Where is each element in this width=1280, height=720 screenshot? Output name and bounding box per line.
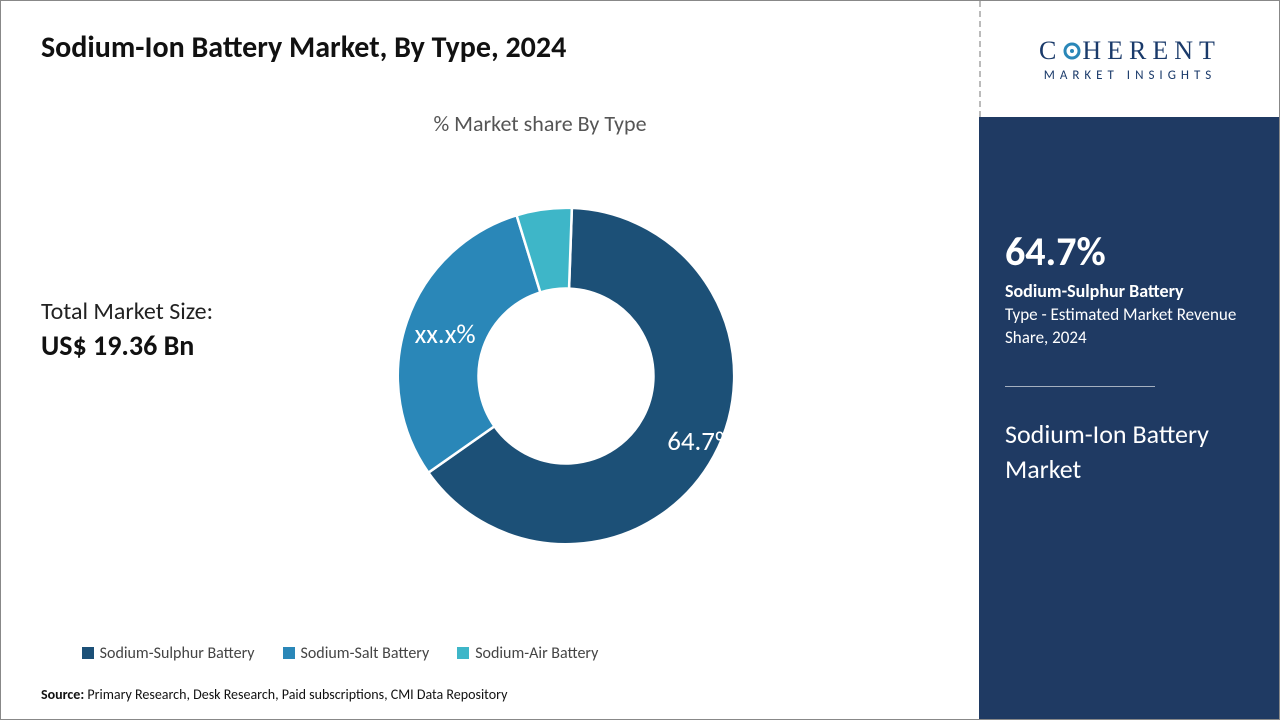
legend-item-2: Sodium-Air Battery — [457, 644, 598, 663]
market-size-value: US$ 19.36 Bn — [41, 328, 213, 363]
legend-swatch — [283, 647, 295, 659]
source-line: Source: Primary Research, Desk Research,… — [41, 686, 507, 703]
page-title: Sodium-Ion Battery Market, By Type, 2024 — [41, 29, 959, 66]
donut-svg: 64.7% xx.x% — [381, 191, 751, 561]
chart-legend: Sodium-Sulphur Battery Sodium-Salt Batter… — [1, 644, 679, 663]
logo-o-icon — [1062, 36, 1082, 66]
legend-item-1: Sodium-Salt Battery — [283, 644, 430, 663]
main-content: Sodium-Ion Battery Market, By Type, 2024… — [1, 1, 979, 719]
stat-value: 64.7% — [1005, 227, 1253, 276]
legend-swatch — [457, 647, 469, 659]
legend-label: Sodium-Sulphur Battery — [100, 644, 255, 663]
market-size-block: Total Market Size: US$ 19.36 Bn — [41, 297, 213, 363]
logo-line-1: C HERENT — [1039, 36, 1221, 66]
logo-box: C HERENT MARKET INSIGHTS — [979, 1, 1279, 117]
logo-line-2: MARKET INSIGHTS — [1039, 68, 1221, 83]
donut-chart: 64.7% xx.x% — [381, 191, 751, 561]
market-size-label: Total Market Size: — [41, 297, 213, 326]
slice-label-sodium_salt: xx.x% — [415, 318, 476, 351]
legend-swatch — [82, 647, 94, 659]
stat-name: Sodium-Sulphur Battery — [1005, 280, 1253, 302]
logo-rest: HERENT — [1082, 36, 1221, 65]
logo-char-c: C — [1039, 36, 1062, 65]
panel-divider — [1005, 386, 1155, 387]
legend-item-0: Sodium-Sulphur Battery — [82, 644, 255, 663]
source-prefix: Source: — [41, 686, 84, 703]
slice-label-sodium_sulphur: 64.7% — [667, 425, 734, 458]
stat-description: Type - Estimated Market Revenue Share, 2… — [1005, 304, 1253, 350]
panel-title: Sodium-Ion Battery Market — [1005, 417, 1253, 487]
legend-label: Sodium-Air Battery — [475, 644, 598, 663]
right-column: C HERENT MARKET INSIGHTS 64.7% Sodium-Sul… — [979, 1, 1279, 719]
chart-subtitle: % Market share By Type — [121, 110, 959, 137]
stat-side-panel: 64.7% Sodium-Sulphur Battery Type - Esti… — [979, 117, 1279, 719]
brand-logo: C HERENT MARKET INSIGHTS — [1039, 36, 1221, 83]
infographic-frame: Sodium-Ion Battery Market, By Type, 2024… — [0, 0, 1280, 720]
source-text: Primary Research, Desk Research, Paid su… — [87, 686, 507, 703]
legend-label: Sodium-Salt Battery — [301, 644, 430, 663]
